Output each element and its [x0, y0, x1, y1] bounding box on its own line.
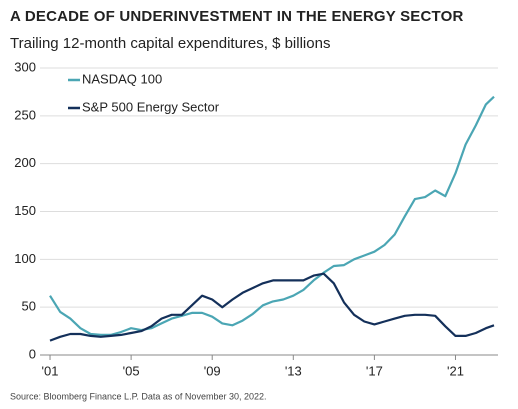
x-tick-label: '01 [42, 363, 59, 378]
y-tick-label: 0 [29, 346, 36, 361]
y-tick-label: 200 [14, 155, 36, 170]
x-tick-label: '21 [447, 363, 464, 378]
series-line [49, 95, 495, 336]
series-line [49, 272, 495, 342]
y-tick-label: 50 [22, 299, 36, 314]
y-tick-label: 150 [14, 203, 36, 218]
x-tick-label: '09 [204, 363, 221, 378]
x-tick-label: '17 [366, 363, 383, 378]
chart-title: A DECADE OF UNDERINVESTMENT IN THE ENERG… [10, 8, 464, 25]
x-tick-label: '05 [123, 363, 140, 378]
chart-subtitle: Trailing 12-month capital expenditures, … [10, 35, 330, 52]
legend-label: NASDAQ 100 [82, 71, 162, 86]
y-tick-label: 100 [14, 251, 36, 266]
legend-label: S&P 500 Energy Sector [82, 99, 220, 114]
x-tick-label: '13 [285, 363, 302, 378]
source-note: Source: Bloomberg Finance L.P. Data as o… [10, 391, 266, 401]
y-tick-label: 250 [14, 107, 36, 122]
y-tick-label: 300 [14, 59, 36, 74]
